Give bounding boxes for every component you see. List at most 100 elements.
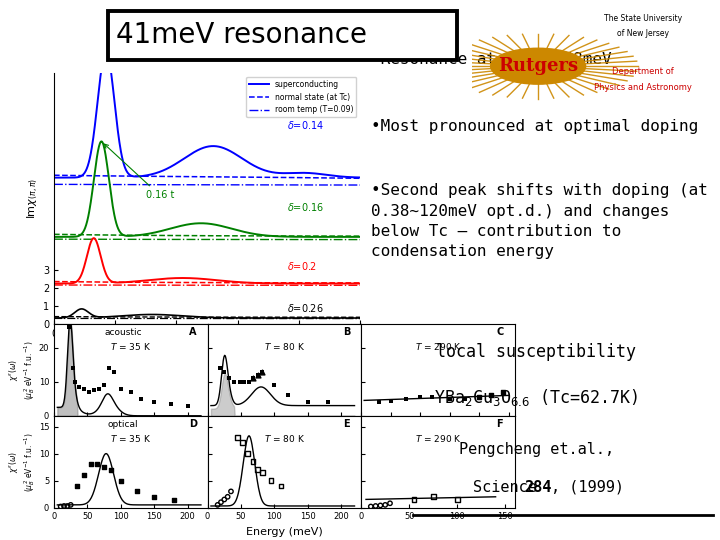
Point [256, 367, 268, 376]
Ellipse shape [490, 48, 585, 84]
Text: $T$ = 80 K: $T$ = 80 K [264, 433, 305, 443]
Text: $T$ = 35 K: $T$ = 35 K [110, 433, 151, 443]
Point [115, 384, 127, 393]
Point [94, 384, 105, 393]
Point [225, 487, 237, 496]
Text: •Most pronounced at optimal doping: •Most pronounced at optimal doping [371, 119, 698, 134]
Point [444, 395, 456, 403]
Point [451, 495, 463, 504]
Point [78, 384, 90, 393]
Text: F: F [496, 419, 503, 429]
Point [219, 367, 230, 376]
Text: •Second peak shifts with doping (at
0.38~120meV opt.d.) and changes
below Tc – c: •Second peak shifts with doping (at 0.38… [371, 183, 708, 259]
Text: B: B [343, 327, 350, 337]
Text: Department of: Department of [612, 67, 673, 76]
Text: , (1999): , (1999) [551, 480, 624, 495]
Point [373, 398, 384, 407]
Point [322, 398, 333, 407]
Text: •Resonance at 0.16t~48meV: •Resonance at 0.16t~48meV [371, 52, 611, 67]
Point [135, 395, 147, 403]
Text: Science: Science [473, 480, 546, 495]
Text: Rutgers: Rutgers [498, 57, 578, 75]
Point [247, 374, 258, 383]
Point [379, 501, 391, 509]
Point [400, 395, 411, 403]
Text: local susceptibility: local susceptibility [436, 343, 636, 361]
Text: Physics and Astronomy: Physics and Astronomy [594, 83, 692, 92]
Point [99, 463, 110, 471]
Point [148, 492, 160, 501]
Point [282, 391, 294, 400]
Text: 41meV resonance: 41meV resonance [116, 21, 366, 49]
Point [426, 393, 438, 401]
Y-axis label: Im$\chi_{(\pi,\pi)}$: Im$\chi_{(\pi,\pi)}$ [26, 178, 40, 219]
Text: $T$ = 35 K: $T$ = 35 K [110, 341, 151, 352]
Text: 284: 284 [524, 480, 552, 495]
Point [415, 393, 426, 401]
Point [385, 396, 397, 405]
Point [474, 393, 485, 401]
Point [99, 381, 110, 389]
Point [212, 501, 223, 509]
Point [108, 367, 120, 376]
Point [234, 377, 246, 386]
Point [302, 398, 313, 407]
Y-axis label: $\chi''(\omega)$
($\mu_B^2$ eV$^{-1}$ f.u.$^{-1}$): $\chi''(\omega)$ ($\mu_B^2$ eV$^{-1}$ f.… [7, 432, 37, 491]
Point [237, 438, 248, 447]
Point [242, 449, 253, 458]
Point [243, 377, 255, 386]
Point [58, 502, 70, 510]
Text: of New Jersey: of New Jersey [616, 29, 669, 38]
Point [256, 468, 268, 477]
Point [67, 364, 78, 373]
Point [63, 323, 74, 332]
Point [370, 502, 382, 510]
Point [62, 502, 73, 510]
Point [428, 492, 439, 501]
Point [252, 370, 264, 379]
Point [125, 388, 137, 396]
Point [148, 398, 160, 407]
Text: Pengcheng et.al.,: Pengcheng et.al., [459, 442, 614, 457]
Text: E: E [343, 419, 349, 429]
Point [265, 476, 276, 485]
X-axis label: Energy (meV): Energy (meV) [246, 527, 323, 537]
Point [89, 386, 100, 395]
Text: $\delta$=0.14: $\delta$=0.14 [287, 118, 324, 131]
Point [223, 374, 235, 383]
Point [115, 476, 127, 485]
Point [83, 388, 94, 396]
Point [222, 492, 233, 501]
Point [85, 460, 96, 469]
Point [384, 499, 396, 508]
Point [168, 495, 180, 504]
Point [182, 401, 194, 410]
Point [232, 433, 243, 442]
Point [132, 487, 143, 496]
Point [55, 502, 66, 511]
Point [238, 377, 250, 386]
Point [103, 364, 114, 373]
Point [269, 381, 280, 389]
Point [105, 465, 117, 474]
Text: $\delta$=0.2: $\delta$=0.2 [287, 260, 317, 272]
Text: A: A [189, 327, 197, 337]
Point [228, 377, 240, 386]
Point [71, 482, 83, 490]
Point [214, 364, 225, 373]
Text: $T$ = 290 K: $T$ = 290 K [415, 433, 462, 443]
Point [91, 460, 103, 469]
Point [247, 457, 258, 466]
X-axis label: $\omega$/t: $\omega$/t [197, 342, 217, 355]
Point [275, 482, 287, 490]
Point [256, 367, 268, 376]
Point [374, 501, 386, 510]
Point [485, 391, 497, 400]
Point [252, 370, 264, 379]
Text: $T$ = 80 K: $T$ = 80 K [264, 341, 305, 352]
Point [78, 471, 90, 480]
Point [485, 391, 497, 400]
Text: The State University: The State University [603, 14, 682, 23]
Point [70, 377, 81, 386]
Legend: superconducting, normal state (at Tc), room temp (T=0.09): superconducting, normal state (at Tc), r… [246, 77, 356, 118]
